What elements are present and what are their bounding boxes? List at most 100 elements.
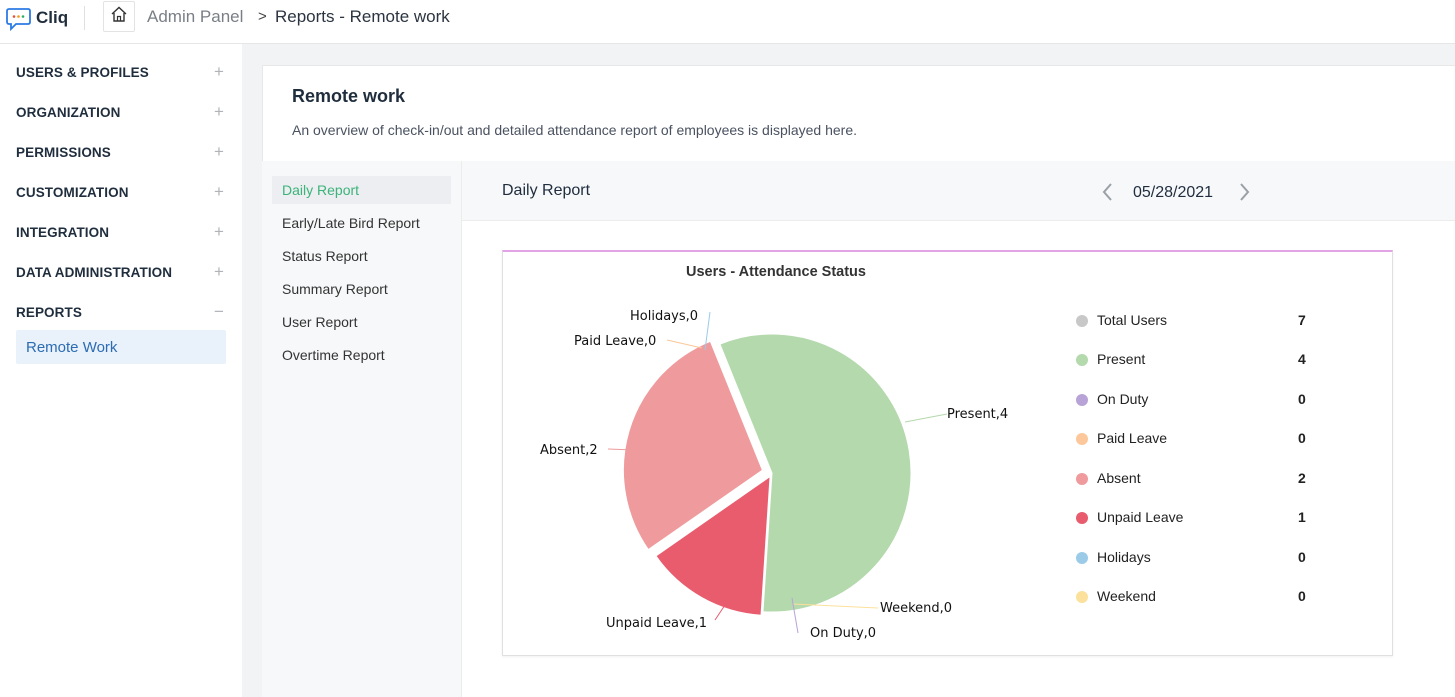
- legend-label: Unpaid Leave: [1097, 509, 1184, 525]
- sidebar-item-data-administration[interactable]: DATA ADMINISTRATION +: [16, 261, 226, 283]
- expand-icon[interactable]: +: [214, 102, 224, 121]
- legend-item-absent[interactable]: Absent 2: [1076, 469, 1316, 489]
- sidebar-item-organization[interactable]: ORGANIZATION +: [16, 101, 226, 123]
- legend-value: 0: [1298, 430, 1306, 446]
- data-label-connector: [666, 339, 703, 349]
- legend-color-dot: [1076, 512, 1088, 524]
- sidebar-item-users-profiles[interactable]: USERS & PROFILES +: [16, 61, 226, 83]
- sidebar-subitem-label: Remote Work: [26, 338, 118, 356]
- page-description: An overview of check-in/out and detailed…: [292, 122, 858, 138]
- data-label-connector: [704, 311, 711, 351]
- legend-value: 7: [1298, 312, 1306, 328]
- legend-item-paid-leave[interactable]: Paid Leave 0: [1076, 429, 1316, 449]
- sidebar-item-label: CUSTOMIZATION: [16, 184, 129, 200]
- report-nav-status-report[interactable]: Status Report: [282, 248, 368, 264]
- next-date-button[interactable]: [1236, 181, 1252, 203]
- expand-icon[interactable]: +: [214, 222, 224, 241]
- report-nav-early-late-bird-report[interactable]: Early/Late Bird Report: [282, 215, 420, 231]
- legend-label: Total Users: [1097, 312, 1168, 328]
- report-nav-user-report[interactable]: User Report: [282, 314, 358, 330]
- report-nav-summary-report[interactable]: Summary Report: [282, 281, 388, 297]
- data-label-unpaid-leave: Unpaid Leave,1: [606, 616, 707, 631]
- legend-color-dot: [1076, 354, 1088, 366]
- report-nav: [262, 161, 462, 697]
- app-name: Cliq: [36, 8, 69, 27]
- sidebar-item-integration[interactable]: INTEGRATION +: [16, 221, 226, 243]
- report-nav-overtime-report[interactable]: Overtime Report: [282, 347, 385, 363]
- attendance-pie-chart: Users - Attendance Status Present,4 Weeke…: [540, 264, 1008, 641]
- report-nav-daily-report[interactable]: Daily Report: [272, 176, 451, 204]
- legend-value: 0: [1298, 588, 1306, 604]
- report-title: Daily Report: [502, 182, 591, 199]
- data-label-connector: [714, 592, 734, 621]
- sidebar-item-label: INTEGRATION: [16, 224, 110, 240]
- page-title: Remote work: [292, 86, 406, 106]
- divider: [84, 6, 85, 30]
- chevron-left-icon: [1100, 183, 1116, 207]
- report-date: 05/28/2021: [1133, 184, 1214, 201]
- legend-label: Present: [1097, 351, 1146, 367]
- data-label-present: Present,4: [947, 407, 1008, 422]
- app-logo[interactable]: Cliq: [6, 4, 68, 32]
- sidebar: USERS & PROFILES + ORGANIZATION + PERMIS…: [0, 44, 242, 697]
- expand-icon[interactable]: +: [214, 182, 224, 201]
- pie-slice-unpaid-leave[interactable]: [655, 475, 771, 616]
- legend-item-holidays[interactable]: Holidays 0: [1076, 548, 1316, 568]
- sidebar-item-label: ORGANIZATION: [16, 104, 121, 120]
- expand-icon[interactable]: +: [214, 262, 224, 281]
- breadcrumb-separator: >: [258, 8, 267, 25]
- top-bar: Cliq Admin Panel > Reports - Remote work: [0, 0, 1455, 44]
- sidebar-item-reports[interactable]: REPORTS −: [16, 301, 226, 323]
- home-icon: [110, 5, 128, 28]
- chart-card: [502, 250, 1393, 656]
- sidebar-item-label: USERS & PROFILES: [16, 64, 149, 80]
- legend-label: On Duty: [1097, 391, 1149, 407]
- breadcrumb-current: Reports - Remote work: [275, 7, 450, 26]
- chevron-right-icon: [1236, 183, 1252, 207]
- legend-value: 4: [1298, 351, 1306, 367]
- legend-label: Weekend: [1097, 588, 1156, 604]
- chart-title: Users - Attendance Status: [686, 264, 866, 280]
- chat-bubble-icon: [6, 6, 32, 32]
- data-label-weekend: Weekend,0: [880, 601, 952, 616]
- collapse-icon[interactable]: −: [214, 302, 224, 321]
- data-label-on-duty: On Duty,0: [810, 626, 876, 641]
- sidebar-item-permissions[interactable]: PERMISSIONS +: [16, 141, 226, 163]
- legend-value: 0: [1298, 549, 1306, 565]
- data-label-holidays: Holidays,0: [630, 309, 698, 324]
- data-label-absent: Absent,2: [540, 443, 598, 458]
- legend-color-dot: [1076, 552, 1088, 564]
- sidebar-item-label: PERMISSIONS: [16, 144, 111, 160]
- legend-item-unpaid-leave[interactable]: Unpaid Leave 1: [1076, 508, 1316, 528]
- data-label-connector: [792, 603, 879, 609]
- data-label-connector: [607, 448, 635, 451]
- legend-label: Absent: [1097, 470, 1141, 486]
- legend-value: 1: [1298, 509, 1306, 525]
- legend-color-dot: [1076, 433, 1088, 445]
- legend-label: Holidays: [1097, 549, 1151, 565]
- legend-value: 0: [1298, 391, 1306, 407]
- legend-color-dot: [1076, 315, 1088, 327]
- legend-item-present[interactable]: Present 4: [1076, 350, 1316, 370]
- legend-item-total-users[interactable]: Total Users 7: [1076, 311, 1316, 331]
- data-label-connector: [904, 413, 948, 423]
- legend-value: 2: [1298, 470, 1306, 486]
- report-header: [462, 161, 1455, 221]
- sidebar-item-label: REPORTS: [16, 304, 82, 320]
- sidebar-subitem-remote-work[interactable]: Remote Work: [16, 330, 226, 364]
- pie-slice-absent[interactable]: [622, 340, 764, 551]
- breadcrumb-admin-panel[interactable]: Admin Panel: [147, 7, 244, 26]
- legend-color-dot: [1076, 591, 1088, 603]
- sidebar-item-label: DATA ADMINISTRATION: [16, 264, 173, 280]
- pie-slice-present[interactable]: [719, 333, 912, 613]
- sidebar-item-customization[interactable]: CUSTOMIZATION +: [16, 181, 226, 203]
- data-label-paid-leave: Paid Leave,0: [574, 334, 656, 349]
- legend-color-dot: [1076, 394, 1088, 406]
- legend-item-weekend[interactable]: Weekend 0: [1076, 587, 1316, 607]
- previous-date-button[interactable]: [1100, 181, 1116, 203]
- home-button[interactable]: [103, 1, 135, 32]
- legend-color-dot: [1076, 473, 1088, 485]
- legend-item-on-duty[interactable]: On Duty 0: [1076, 390, 1316, 410]
- expand-icon[interactable]: +: [214, 62, 224, 81]
- expand-icon[interactable]: +: [214, 142, 224, 161]
